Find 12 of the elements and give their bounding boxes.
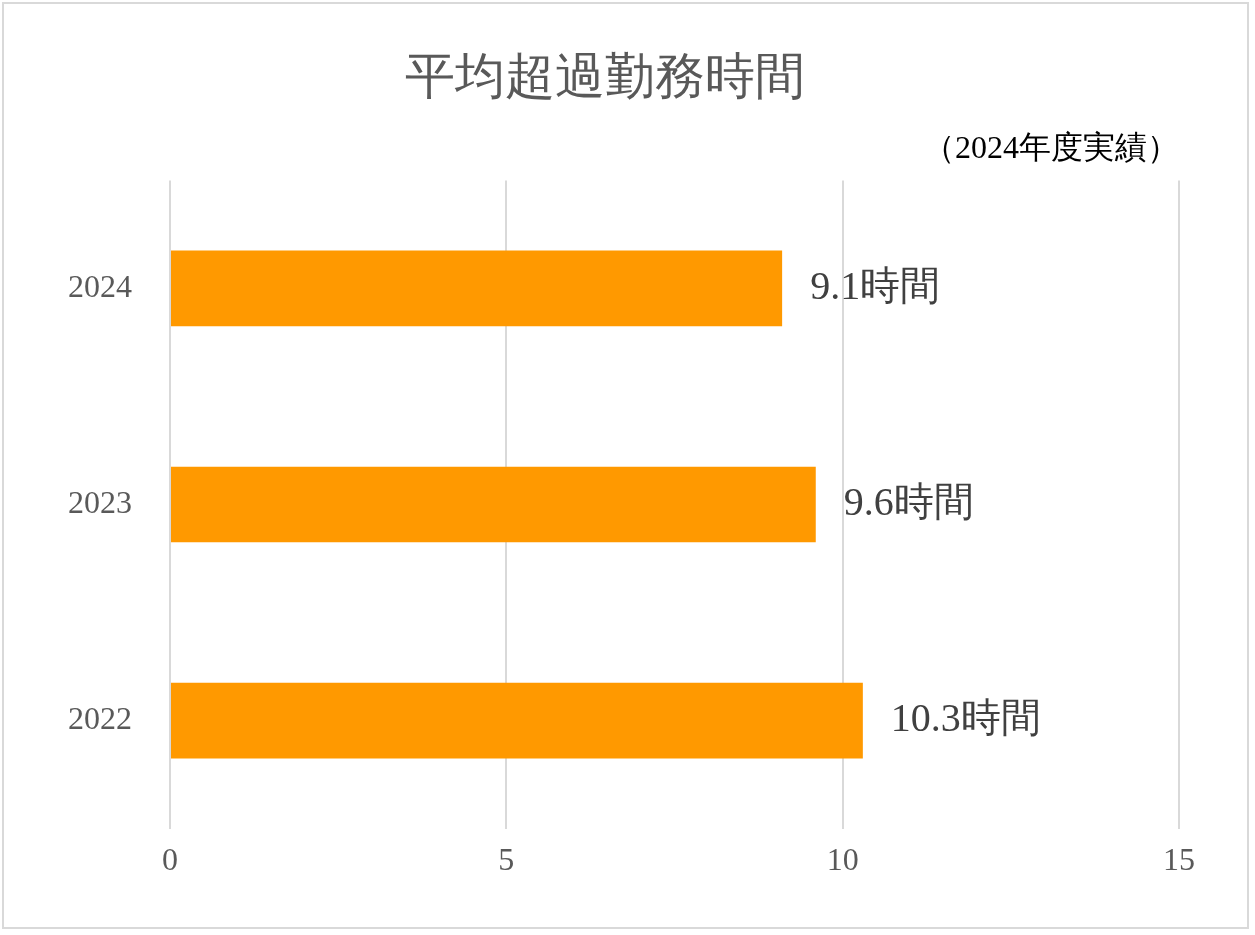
chart-title: 平均超過勤務時間 [404,48,805,105]
data-label: 9.6時間 [843,479,974,524]
x-tick-label: 15 [1163,841,1195,878]
y-tick-label: 2024 [68,267,132,304]
x-tick-label: 5 [498,841,515,878]
y-tick-label: 2023 [68,483,132,520]
data-label: 9.1時間 [810,262,941,308]
data-label: 10.3時間 [890,695,1041,741]
chart-subtitle: （2024年度実績） [923,128,1179,165]
y-tick-label: 2022 [68,699,132,736]
x-tick-label: 0 [162,841,178,878]
x-tick-label: 10 [826,841,859,878]
